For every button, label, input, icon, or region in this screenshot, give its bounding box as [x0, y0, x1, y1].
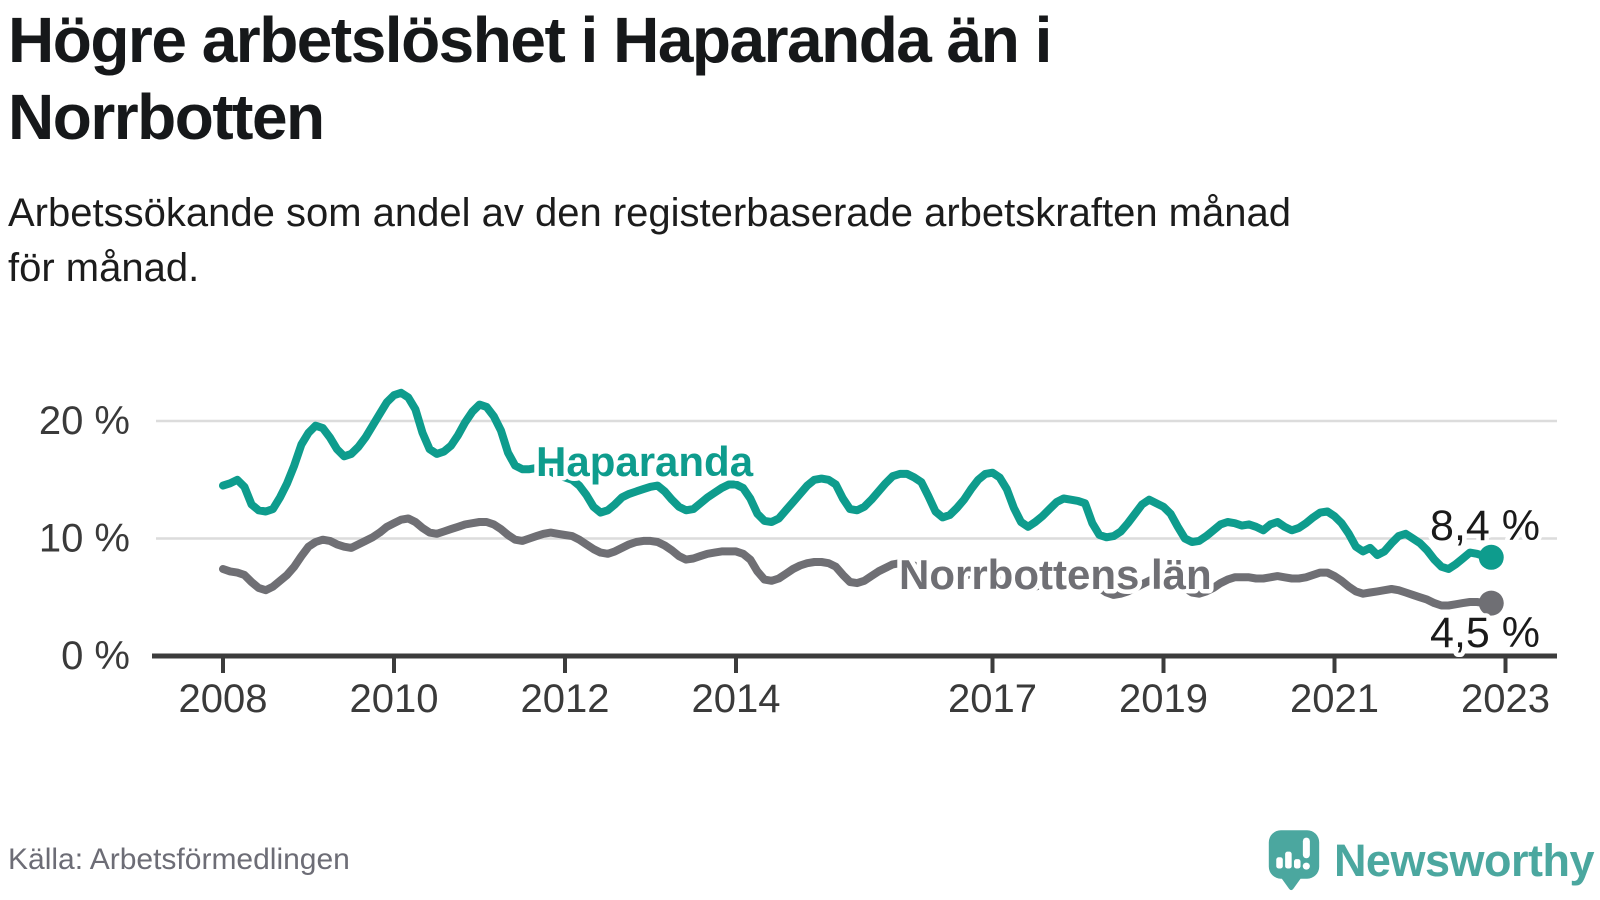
series-end-dot-norrbottens-l-n	[1478, 590, 1504, 616]
x-axis-tick-label: 2021	[1290, 677, 1379, 721]
x-axis-tick-label: 2019	[1119, 677, 1208, 721]
newsworthy-bubble-icon	[1268, 830, 1320, 891]
logo-bar-2	[1285, 851, 1292, 869]
x-axis-tick-label: 2014	[692, 677, 781, 721]
series-end-dot-haparanda	[1478, 544, 1504, 570]
series-line-haparanda	[219, 388, 1496, 573]
series-end-value-label: 4,5 %	[1430, 609, 1540, 657]
source-note: Källa: Arbetsförmedlingen	[8, 843, 350, 876]
logo-exclamation-dot	[1302, 862, 1310, 870]
logo-bar-1	[1276, 857, 1283, 869]
newsworthy-logo-text: Newsworthy	[1333, 835, 1595, 886]
logo-bar-3	[1293, 859, 1301, 869]
page-title: Högre arbetslöshet i Haparanda än i Norr…	[8, 4, 1052, 153]
y-axis-tick-label: 10 %	[39, 517, 130, 561]
y-axis-tick-label: 0 %	[61, 634, 130, 678]
series-inline-label: Norrbottens län	[899, 551, 1212, 598]
series-end-value-label: 8,4 %	[1430, 502, 1540, 550]
x-axis-tick-label: 2023	[1461, 677, 1550, 721]
series-inline-label: Haparanda	[536, 438, 754, 485]
series-line-norrbottens-l-n	[219, 514, 1496, 610]
x-axis-tick-label: 2012	[521, 677, 610, 721]
logo-exclamation	[1302, 837, 1310, 859]
page-subtitle: Arbetssökande som andel av den registerb…	[8, 191, 1291, 291]
x-axis-tick-label: 2017	[948, 677, 1037, 721]
x-axis-tick-label: 2008	[179, 677, 268, 721]
y-axis-tick-label: 20 %	[39, 399, 130, 443]
newsworthy-logo: Newsworthy	[1266, 822, 1595, 900]
x-axis-tick-label: 2010	[350, 677, 439, 721]
